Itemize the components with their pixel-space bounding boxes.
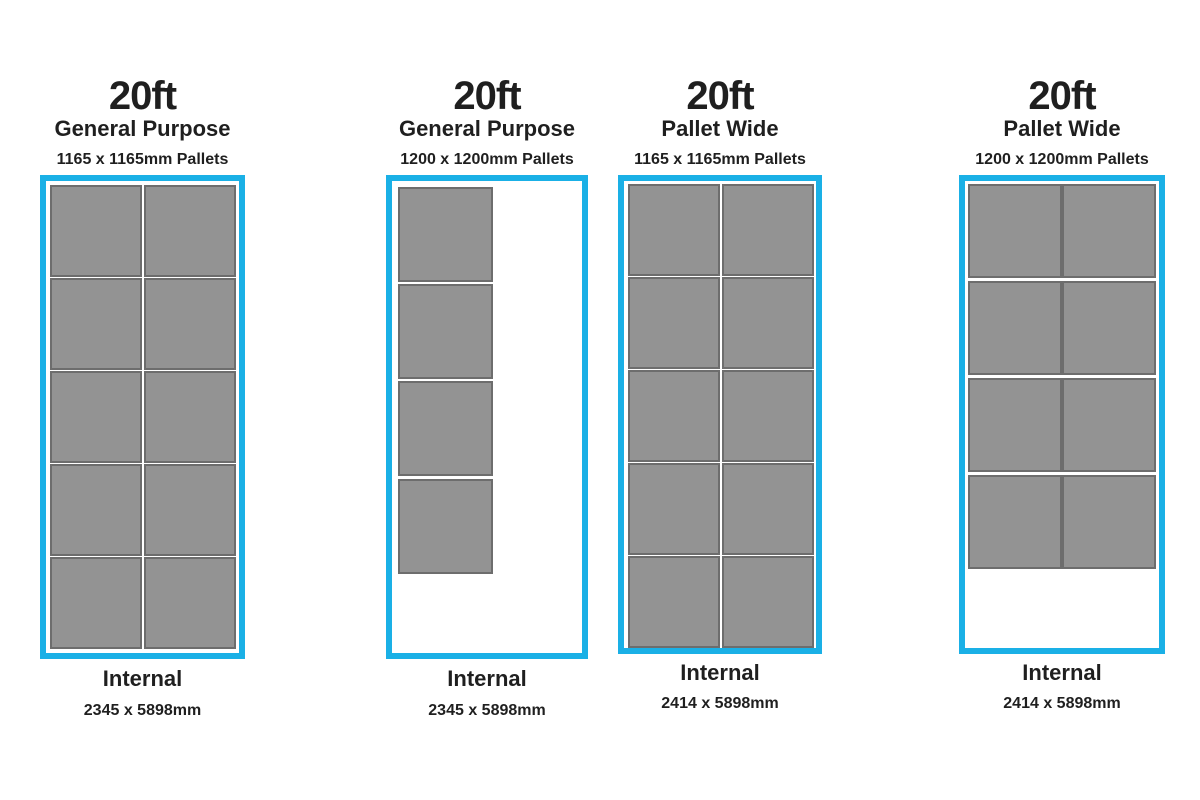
pallet-block bbox=[628, 370, 720, 462]
container-size-title: 20ft bbox=[108, 74, 177, 118]
pallet-block bbox=[968, 184, 1062, 278]
internal-label: Internal bbox=[102, 666, 183, 691]
pallet-block bbox=[628, 184, 720, 276]
pallet-block bbox=[50, 278, 142, 370]
pallet-block bbox=[628, 463, 720, 555]
pallet-block bbox=[722, 463, 814, 555]
pallet-block bbox=[1062, 184, 1156, 278]
pallet-block bbox=[1062, 378, 1156, 472]
container-panel-20ft-pallet-wide-1200: 20ft Pallet Wide 1200 x 1200mm Pallets I… bbox=[959, 0, 1165, 800]
internal-dimensions: 2345 x 5898mm bbox=[428, 702, 546, 719]
pallet-block bbox=[968, 475, 1062, 569]
pallet-block bbox=[968, 378, 1062, 472]
internal-label: Internal bbox=[680, 660, 760, 685]
container-type-label: General Purpose bbox=[54, 116, 231, 141]
container-size-title: 20ft bbox=[1028, 74, 1096, 118]
container-type-label: General Purpose bbox=[398, 116, 576, 141]
container-panel-20ft-general-purpose-1200: 20ft General Purpose 1200 x 1200mm Palle… bbox=[386, 0, 588, 800]
pallet-block bbox=[398, 284, 493, 379]
pallet-block bbox=[50, 371, 142, 463]
container-size-title: 20ft bbox=[686, 74, 754, 118]
pallet-block bbox=[628, 556, 720, 648]
pallet-size-label: 1165 x 1165mm Pallets bbox=[56, 151, 229, 168]
container-floor-plan bbox=[40, 175, 245, 659]
container-floor-plan bbox=[959, 175, 1165, 654]
container-floor-plan bbox=[386, 175, 588, 659]
pallet-block bbox=[1062, 475, 1156, 569]
pallet-block bbox=[144, 464, 236, 556]
pallet-size-label: 1200 x 1200mm Pallets bbox=[400, 151, 574, 168]
pallet-block bbox=[398, 479, 493, 574]
pallet-block bbox=[50, 464, 142, 556]
pallet-block bbox=[968, 281, 1062, 375]
pallet-block bbox=[722, 370, 814, 462]
container-panel-20ft-general-purpose-1165: 20ft General Purpose 1165 x 1165mm Palle… bbox=[40, 0, 245, 800]
container-panel-20ft-pallet-wide-1165: 20ft Pallet Wide 1165 x 1165mm Pallets I… bbox=[618, 0, 822, 800]
internal-label: Internal bbox=[447, 666, 527, 691]
internal-dimensions: 2414 x 5898mm bbox=[1003, 695, 1121, 712]
pallet-block bbox=[398, 381, 493, 476]
internal-dimensions: 2345 x 5898mm bbox=[83, 702, 202, 719]
pallet-block bbox=[722, 556, 814, 648]
container-floor-plan bbox=[618, 175, 822, 654]
internal-dimensions: 2414 x 5898mm bbox=[661, 695, 779, 712]
pallet-block bbox=[50, 185, 142, 277]
pallet-block bbox=[144, 557, 236, 649]
pallet-block bbox=[144, 185, 236, 277]
pallet-block bbox=[722, 184, 814, 276]
pallet-block bbox=[1062, 281, 1156, 375]
pallet-size-label: 1200 x 1200mm Pallets bbox=[975, 151, 1149, 168]
container-type-label: Pallet Wide bbox=[1003, 116, 1121, 141]
container-type-label: Pallet Wide bbox=[661, 116, 779, 141]
pallet-block bbox=[50, 557, 142, 649]
pallet-size-label: 1165 x 1165mm Pallets bbox=[634, 151, 806, 168]
internal-label: Internal bbox=[1022, 660, 1102, 685]
pallet-block bbox=[722, 277, 814, 369]
container-size-title: 20ft bbox=[453, 74, 521, 118]
pallet-block bbox=[628, 277, 720, 369]
pallet-block bbox=[398, 187, 493, 282]
pallet-block bbox=[144, 278, 236, 370]
pallet-block bbox=[144, 371, 236, 463]
